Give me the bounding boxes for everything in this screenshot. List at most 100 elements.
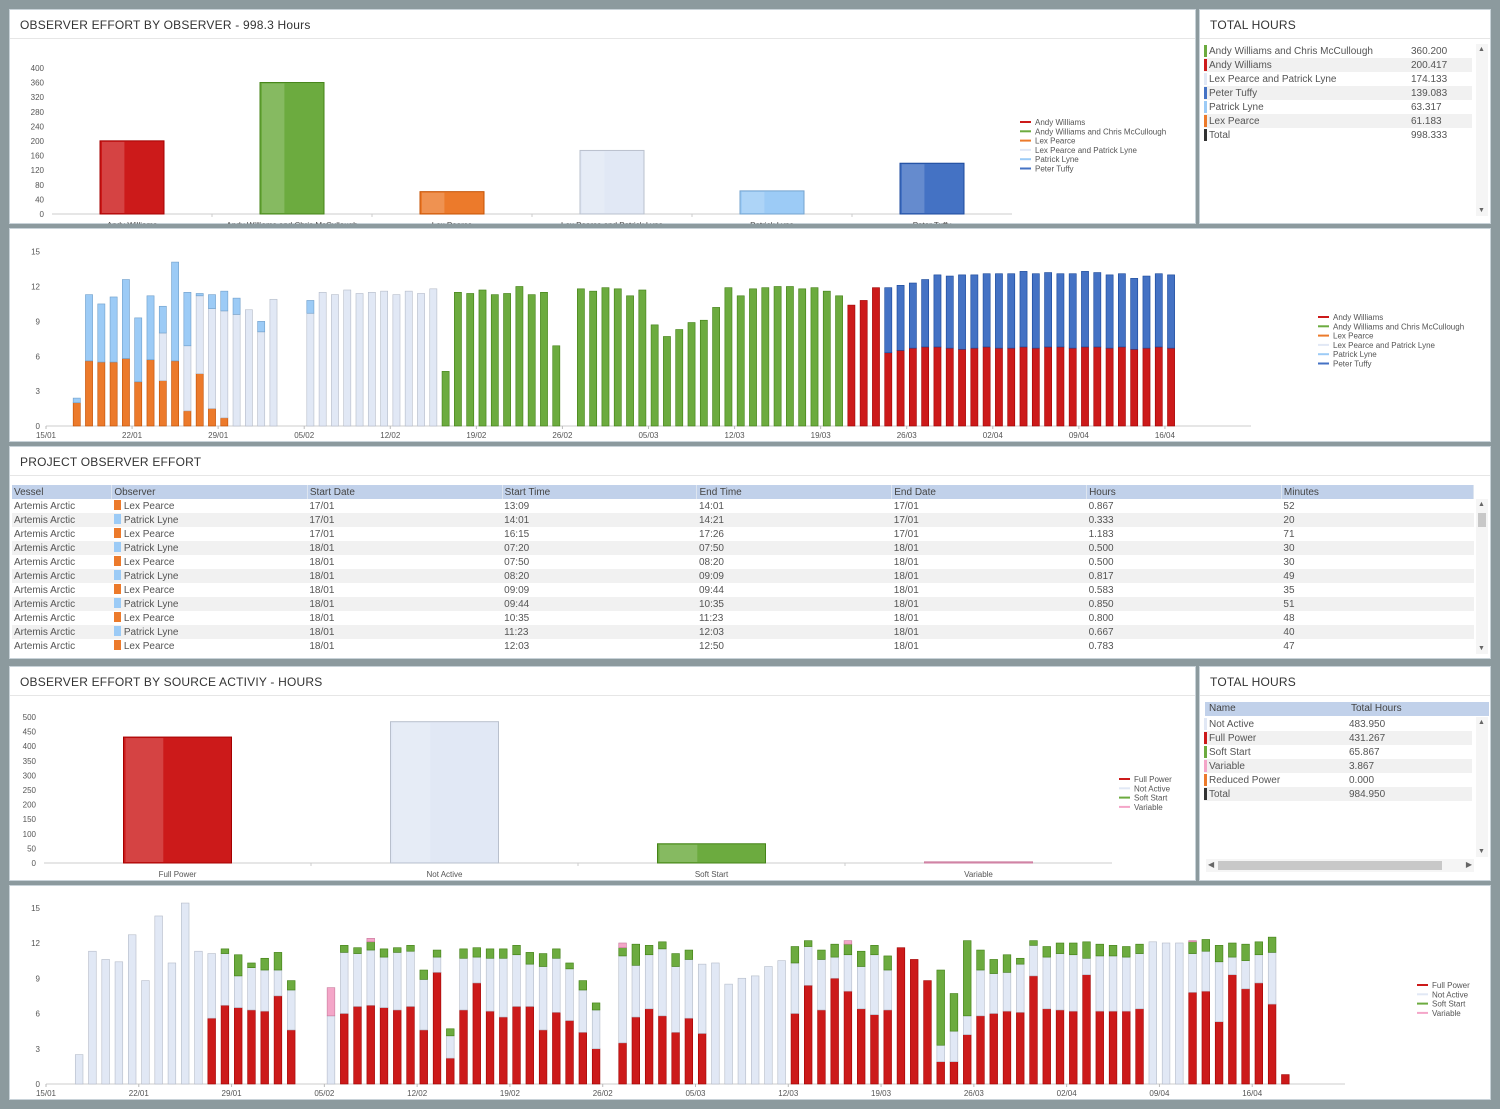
project-effort-panel: PROJECT OBSERVER EFFORT Vessel Observer St… [9, 446, 1491, 659]
bar-segment [1069, 954, 1078, 1012]
totals-row[interactable]: Reduced Power 0.000 [1204, 773, 1472, 787]
totals-row[interactable]: Lex Pearce and Patrick Lyne 174.133 [1204, 72, 1472, 86]
bar-segment [884, 352, 893, 427]
totals-row[interactable]: Not Active 483.950 [1204, 717, 1472, 731]
cell-vessel: Artemis Arctic [12, 597, 112, 611]
scroll-down-icon[interactable]: ▼ [1478, 207, 1485, 214]
bar-segment [1228, 956, 1237, 976]
bar-segment [287, 980, 296, 991]
scroll-right-icon[interactable]: ▶ [1465, 860, 1472, 869]
source-totals-scrollbar[interactable]: ▲ ▼ [1476, 717, 1488, 857]
table-row[interactable]: Artemis Arctic Patrick Lyne 18/01 09:44 10:3… [12, 597, 1474, 611]
totals-row[interactable]: Variable 3.867 [1204, 759, 1472, 773]
bar-segment [318, 292, 327, 427]
bar-segment [1228, 974, 1237, 1085]
bar-segment [578, 1032, 587, 1085]
table-row[interactable]: Artemis Arctic Patrick Lyne 18/01 08:20 09:0… [12, 569, 1474, 583]
table-row[interactable]: Artemis Arctic Lex Pearce 18/01 12:03 12:50 1… [12, 639, 1474, 653]
bar-segment [933, 346, 942, 427]
x-tick-label: 12/02 [380, 431, 401, 440]
bar-segment [1142, 275, 1151, 349]
bar-segment [1175, 942, 1184, 1085]
scroll-thumb[interactable] [1478, 513, 1486, 527]
x-tick-label: 26/02 [593, 1089, 614, 1098]
table-row[interactable]: Artemis Arctic Lex Pearce 18/01 07:50 08:20 1… [12, 555, 1474, 569]
bar-segment [631, 965, 640, 1018]
scroll-down-icon[interactable]: ▼ [1478, 848, 1485, 855]
scroll-up-icon[interactable]: ▲ [1478, 46, 1485, 53]
column-header[interactable]: End Date [891, 485, 1088, 499]
scroll-down-icon[interactable]: ▼ [1478, 645, 1485, 652]
totals-row[interactable]: Andy Williams and Chris McCullough 360.20… [1204, 44, 1472, 58]
totals-row[interactable]: Total 984.950 [1204, 787, 1472, 801]
column-header[interactable]: Start Date [307, 485, 503, 499]
observer-totals-scrollbar[interactable]: ▲ ▼ [1476, 44, 1488, 216]
column-header-total-hours[interactable]: Total Hours [1351, 703, 1402, 714]
bar-segment [1031, 347, 1040, 427]
bar-segment [1031, 273, 1040, 349]
cell-end-date: 18/01 [891, 625, 1087, 639]
project-effort-scrollbar[interactable]: ▲ ▼ [1476, 499, 1488, 654]
bar [739, 190, 805, 215]
column-header[interactable]: Hours [1086, 485, 1282, 499]
bar-segment [260, 969, 269, 1012]
totals-row[interactable]: Soft Start 65.867 [1204, 745, 1472, 759]
cell-start-time: 07:50 [504, 556, 530, 568]
y-tick-label: 9 [36, 317, 41, 326]
totals-row[interactable]: Andy Williams 200.417 [1204, 58, 1472, 72]
scroll-left-icon[interactable]: ◀ [1208, 860, 1215, 869]
bar-segment [1122, 946, 1131, 958]
project-effort-table: Vessel Observer Start Date Start Time End Ti… [12, 485, 1475, 653]
x-tick-label: 26/03 [964, 1089, 985, 1098]
bar-segment [933, 274, 942, 348]
bar-segment [883, 955, 892, 971]
y-tick-label: 9 [36, 974, 41, 983]
table-row[interactable]: Artemis Arctic Patrick Lyne 18/01 07:20 07:5… [12, 541, 1474, 555]
table-row[interactable]: Artemis Arctic Patrick Lyne 17/01 14:01 14:2… [12, 513, 1474, 527]
legend-label: Lex Pearce and Patrick Lyne [1035, 146, 1138, 155]
cell-end-date: 17/01 [893, 500, 919, 512]
bar-highlight [422, 192, 445, 213]
bar-segment [1161, 942, 1171, 1085]
horizontal-scrollbar[interactable]: ◀ ▶ [1206, 859, 1474, 872]
column-header[interactable]: Observer [111, 485, 308, 499]
column-header[interactable]: Start Time [502, 485, 698, 499]
cell-start-time: 09:44 [502, 597, 697, 611]
cell-minutes: 30 [1283, 556, 1295, 568]
totals-row[interactable]: Peter Tuffy 139.083 [1204, 86, 1472, 100]
table-row[interactable]: Artemis Arctic Lex Pearce 17/01 16:15 17:26 1… [12, 527, 1474, 541]
scroll-thumb[interactable] [1218, 861, 1442, 870]
bar-segment [847, 304, 856, 427]
cell-start-time: 07:20 [502, 541, 697, 555]
bar-segment [949, 1030, 959, 1062]
totals-row[interactable]: Lex Pearce 61.183 [1204, 114, 1472, 128]
cell-start-date: 18/01 [307, 569, 503, 583]
bar-segment [565, 1020, 574, 1085]
cell-end-time: 11:23 [698, 612, 724, 624]
column-header[interactable]: Minutes [1281, 485, 1475, 499]
cell-end-date: 18/01 [893, 584, 919, 596]
totals-name: Lex Pearce and Patrick Lyne [1209, 73, 1337, 85]
scroll-up-icon[interactable]: ▲ [1478, 501, 1485, 508]
totals-row[interactable]: Full Power 431.267 [1204, 731, 1472, 745]
bar-segment [963, 940, 972, 1017]
column-header[interactable]: End Time [696, 485, 893, 499]
bar-segment [830, 977, 839, 1085]
observer-color-swatch [113, 640, 121, 650]
column-header[interactable]: Vessel [12, 485, 113, 499]
totals-row[interactable]: Patrick Lyne 63.317 [1204, 100, 1472, 114]
x-tick-label: 15/01 [36, 1089, 57, 1098]
scroll-up-icon[interactable]: ▲ [1478, 719, 1485, 726]
column-header-name[interactable]: Name [1209, 703, 1236, 714]
table-row[interactable]: Artemis Arctic Patrick Lyne 18/01 11:23 12:0… [12, 625, 1474, 639]
table-row[interactable]: Artemis Arctic Lex Pearce 18/01 09:09 09:44 1… [12, 583, 1474, 597]
observer-effort-chart: 0 40 80 120 160 200 240 280 320 360 400 Andy Willia… [31, 64, 1167, 224]
table-row[interactable]: Artemis Arctic Lex Pearce 17/01 13:09 14:01 1… [12, 499, 1474, 513]
table-row[interactable]: Artemis Arctic Lex Pearce 18/01 10:35 11:23 1… [12, 611, 1474, 625]
y-tick-label: 100 [23, 830, 37, 839]
x-tick-label: Lex Pearce and Patrick Lyne [561, 221, 664, 224]
totals-row[interactable]: Total 998.333 [1204, 128, 1472, 142]
bar-segment [1016, 963, 1025, 1013]
color-swatch [1204, 746, 1207, 758]
bar [123, 736, 232, 864]
